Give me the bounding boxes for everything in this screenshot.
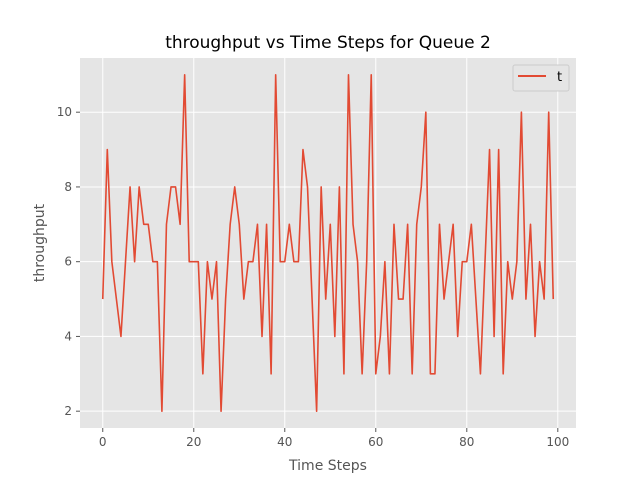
y-tick-label-0: 2 (64, 404, 72, 418)
y-tick-label-3: 8 (64, 180, 72, 194)
x-tick-label-4: 80 (459, 435, 474, 449)
x-axis-ticks: 0 20 40 60 80 100 (99, 428, 569, 449)
series-line-0 (101, 74, 555, 412)
legend-label: t (557, 70, 562, 85)
legend: t (512, 64, 570, 92)
x-tick-label-5: 100 (546, 435, 569, 449)
x-tick-label-3: 60 (368, 435, 383, 449)
chart-title: throughput vs Time Steps for Queue 2 (165, 33, 491, 53)
x-tick-label-1: 20 (186, 435, 201, 449)
x-tick-label-0: 0 (99, 435, 107, 449)
legend-box (512, 64, 570, 92)
y-tick-label-1: 4 (64, 329, 72, 343)
y-tick-label-4: 10 (57, 105, 72, 119)
series-layer (101, 74, 555, 412)
y-axis-ticks: 2 4 6 8 10 (57, 105, 80, 418)
x-axis-label: Time Steps (288, 458, 367, 474)
y-tick-label-2: 6 (64, 255, 72, 269)
x-tick-label-2: 40 (277, 435, 292, 449)
y-axis-label: throughput (32, 203, 48, 282)
plot-area (80, 58, 576, 428)
